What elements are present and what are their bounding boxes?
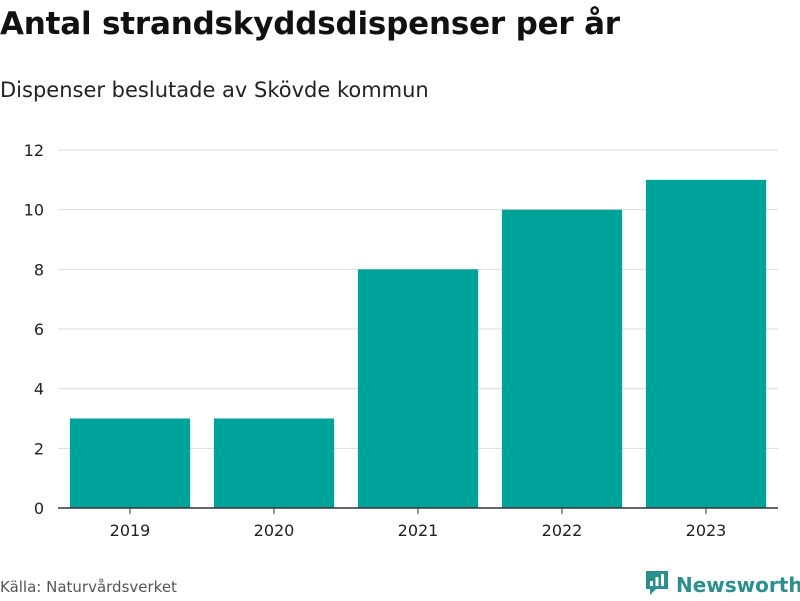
newsworthy-logo-icon: [644, 569, 670, 601]
chart-subtitle: Dispenser beslutade av Skövde kommun: [0, 78, 429, 102]
bar-2020[interactable]: [213, 418, 335, 509]
y-tick-label: 12: [24, 141, 44, 160]
bars: [69, 179, 767, 509]
chart-title: Antal strandskyddsdispenser per år: [0, 6, 620, 42]
bar-2021[interactable]: [357, 269, 479, 508]
bar-2019[interactable]: [69, 418, 191, 509]
y-tick-label: 6: [34, 320, 44, 339]
x-tick-label: 2023: [686, 521, 727, 540]
x-tick-label: 2021: [398, 521, 439, 540]
y-tick-label: 0: [34, 499, 44, 518]
brand-name: Newsworthy: [676, 573, 800, 597]
y-tick-label: 10: [24, 201, 44, 220]
x-tick-label: 2022: [542, 521, 583, 540]
y-tick-label: 4: [34, 380, 44, 399]
y-tick-label: 8: [34, 260, 44, 279]
brand[interactable]: Newsworthy: [644, 569, 800, 601]
x-axis-ticks: 2019 2020 2021 2022 2023: [110, 508, 727, 540]
bar-2022[interactable]: [501, 209, 623, 508]
x-tick-label: 2019: [110, 521, 151, 540]
y-tick-label: 2: [34, 439, 44, 458]
source-note: Källa: Naturvårdsverket: [0, 578, 177, 596]
y-axis-ticks: 0 2 4 6 8 10 12: [24, 141, 44, 518]
x-tick-label: 2020: [254, 521, 295, 540]
bar-2023[interactable]: [645, 179, 767, 509]
